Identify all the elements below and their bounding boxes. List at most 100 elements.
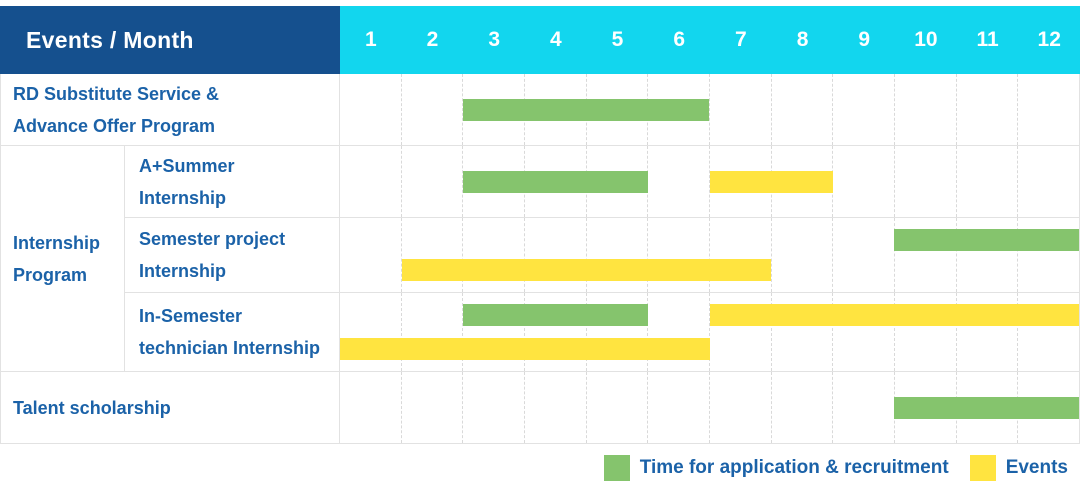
month-grid: [340, 293, 1079, 371]
legend-item-application: Time for application & recruitment: [603, 455, 949, 481]
legend-label: Time for application & recruitment: [639, 457, 949, 478]
month-gridline: [772, 372, 834, 443]
month-label: 6: [673, 28, 686, 51]
page-title: Events / Month: [26, 26, 194, 53]
month-gridline: [710, 74, 772, 145]
month-gridline: [957, 74, 1019, 145]
month-label: 7: [735, 28, 747, 51]
bar-lane: [340, 74, 1079, 145]
row-label-semester-project-internship: Semester project Internship: [125, 218, 340, 292]
row-label-text: In-Semester technician Internship: [139, 306, 321, 358]
bar-lane: [340, 372, 1079, 443]
row-label-text: RD Substitute Service & Advance Offer Pr…: [13, 83, 220, 136]
month-gridline: [402, 218, 464, 292]
group-label-internship-program: Internship Program: [1, 146, 125, 371]
month-gridline: [772, 146, 834, 217]
legend-item-events: Events: [969, 455, 1068, 481]
table-header: Events / Month 1 2 3 4 5 6 7 8 9 10 11 12: [0, 6, 1080, 74]
application-bar: [894, 229, 1079, 251]
table-row: A+Summer Internship: [125, 146, 1079, 218]
month-label: 5: [611, 28, 624, 51]
month-gridline: [710, 218, 772, 292]
table-row: Talent scholarship: [1, 372, 1079, 443]
month-gridline: [463, 293, 526, 371]
month-gridline: [402, 372, 464, 443]
legend: Time for application & recruitment Event…: [0, 442, 1080, 494]
month-gridline: [957, 293, 1019, 371]
row-label-in-semester-technician-internship: In-Semester technician Internship: [125, 293, 340, 371]
chart-cell: [340, 293, 1079, 371]
group-rows: A+Summer Internship Semester project Int…: [125, 146, 1079, 371]
month-gridline: [648, 74, 711, 145]
event-bar: [709, 170, 833, 193]
month-gridline: [895, 293, 957, 371]
table-row: RD Substitute Service & Advance Offer Pr…: [1, 74, 1079, 146]
month-gridline: [957, 146, 1019, 217]
month-gridline: [463, 372, 526, 443]
group-label-text: Internship Program: [13, 232, 101, 285]
month-gridline: [648, 218, 711, 292]
month-label: 12: [1037, 28, 1061, 51]
month-label: 8: [796, 28, 809, 51]
month-gridline: [525, 372, 587, 443]
month-gridline: [463, 218, 526, 292]
month-gridline: [895, 218, 957, 292]
row-label-text: Talent scholarship: [13, 397, 171, 418]
month-gridline: [710, 293, 772, 371]
application-bar: [463, 304, 648, 326]
row-label-text: A+Summer Internship: [139, 155, 235, 208]
month-gridline: [340, 293, 402, 371]
bar-lane: [340, 293, 1079, 371]
month-gridline: [587, 293, 649, 371]
bar-lane: [340, 218, 1079, 292]
month-gridline: [833, 146, 896, 217]
month-gridline: [587, 218, 649, 292]
month-gridline: [340, 218, 402, 292]
month-gridline: [772, 293, 834, 371]
events-table: Events / Month 1 2 3 4 5 6 7 8 9 10 11 12 RD Substi…: [0, 6, 1080, 444]
internship-program-group: Internship Program A+Summer Internship: [1, 146, 1079, 372]
chart-cell: [340, 218, 1079, 292]
month-gridline: [525, 293, 587, 371]
application-bar: [463, 98, 710, 121]
month-gridline: [340, 146, 402, 217]
event-bar: [340, 338, 710, 360]
month-label: 1: [364, 28, 377, 51]
month-grid: [340, 218, 1079, 292]
month-gridline: [895, 74, 957, 145]
month-label: 11: [976, 28, 999, 51]
row-label-text: Semester project Internship: [139, 229, 286, 281]
chart-cell: [340, 372, 1079, 443]
application-swatch-icon: [603, 455, 630, 481]
table-body: RD Substitute Service & Advance Offer Pr…: [0, 74, 1080, 444]
month-label: 4: [550, 28, 562, 51]
event-bar: [709, 304, 1079, 326]
month-gridline: [648, 372, 711, 443]
month-gridline: [895, 146, 957, 217]
month-label: 9: [858, 28, 871, 51]
month-label: 2: [426, 28, 439, 51]
month-gridline: [402, 293, 464, 371]
row-label-talent-scholarship: Talent scholarship: [1, 372, 340, 443]
month-gridline: [402, 146, 464, 217]
chart-cell: [340, 74, 1079, 145]
month-gridline: [833, 74, 896, 145]
chart-cell: [340, 146, 1079, 217]
application-bar: [894, 396, 1079, 419]
month-gridline: [833, 293, 896, 371]
month-gridline: [772, 218, 834, 292]
month-header-row: 1 2 3 4 5 6 7 8 9 10 11 12: [340, 6, 1080, 74]
month-gridline: [340, 372, 402, 443]
bar-lane: [340, 146, 1079, 217]
table-row: Semester project Internship: [125, 218, 1079, 293]
month-gridline: [833, 218, 896, 292]
month-gridline: [710, 372, 772, 443]
month-gridline: [587, 372, 649, 443]
month-label: 3: [488, 28, 501, 51]
month-gridline: [525, 218, 587, 292]
month-gridline: [957, 218, 1019, 292]
month-gridline: [648, 293, 711, 371]
row-label-rd-substitute-service: RD Substitute Service & Advance Offer Pr…: [1, 74, 340, 145]
events-month-header-cell: Events / Month: [0, 6, 340, 74]
